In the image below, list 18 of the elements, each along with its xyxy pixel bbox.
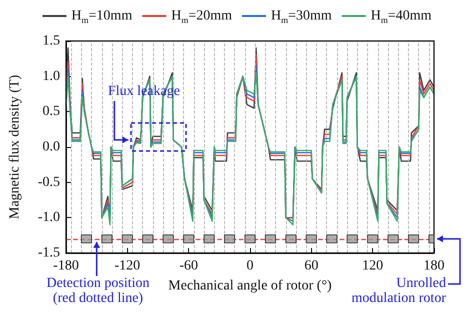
y-axis-title: Magnetic flux density (T)	[8, 74, 22, 220]
x-tick-label: 0	[246, 258, 254, 274]
x-tick-label: 180	[424, 258, 444, 274]
x-tick-label: 60	[304, 258, 318, 274]
x-axis-title: Mechanical angle of rotor (°)	[168, 278, 332, 294]
x-tick-label: -120	[114, 258, 140, 274]
annotation: Unrolled modulation rotor	[352, 276, 446, 306]
y-tick-label: 0.5	[42, 104, 60, 120]
annotation: Detection position (red dotted line)	[45, 276, 151, 306]
y-tick-label: -1.5	[38, 246, 60, 260]
y-tick-label: 0.0	[42, 140, 60, 154]
y-tick-label: 1.0	[42, 68, 60, 84]
x-tick-label: 120	[362, 258, 384, 274]
x-tick-label: -180	[53, 258, 79, 274]
x-tick-label: -60	[179, 258, 198, 274]
y-tick-label: 1.5	[42, 34, 60, 48]
y-tick-label: -0.5	[38, 174, 60, 190]
y-tick-label: -1.0	[38, 210, 60, 226]
